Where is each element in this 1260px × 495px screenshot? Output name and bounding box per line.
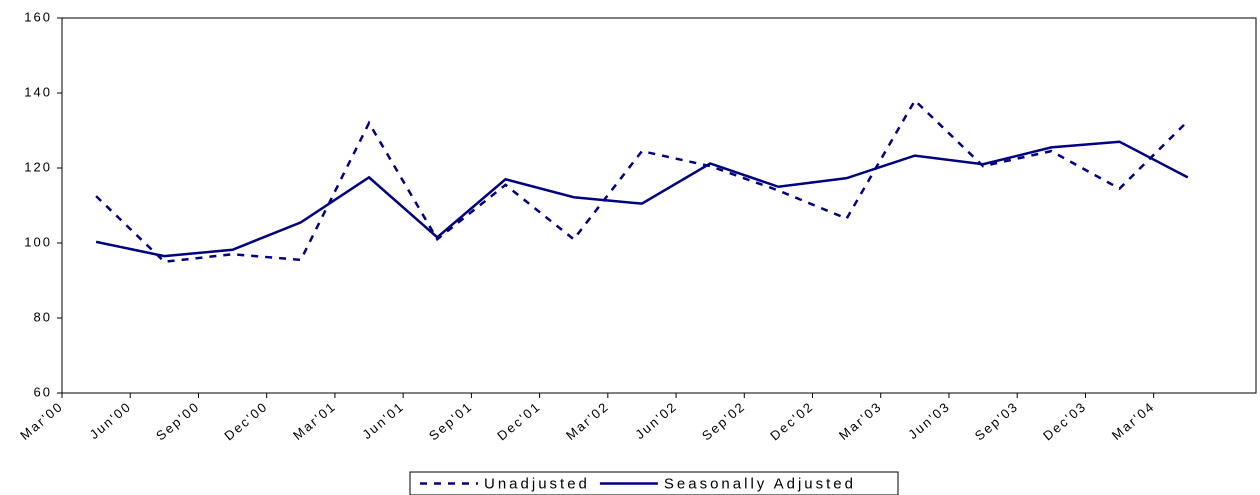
x-tick-label: Jun'03 (905, 398, 953, 442)
y-tick-label: 160 (24, 9, 52, 24)
x-tick-label: Mar'02 (563, 398, 612, 442)
plot-area (61, 17, 1257, 394)
x-tick-label: Dec'00 (221, 398, 271, 443)
y-tick-label: 60 (34, 384, 52, 399)
legend: Unadjusted Seasonally Adjusted (409, 471, 899, 495)
x-tick-label: Sep'02 (699, 398, 749, 443)
x-tick-label: Sep'03 (972, 398, 1022, 443)
x-tick-label: Dec'02 (767, 398, 817, 443)
x-tick-label: Dec'01 (494, 398, 544, 443)
x-tick-label: Mar'04 (1109, 398, 1158, 442)
y-tick-label: 100 (24, 234, 52, 249)
x-tick-label: Dec'03 (1040, 398, 1090, 443)
legend-label: Seasonally Adjusted (664, 475, 856, 492)
y-tick-label: 120 (24, 159, 52, 174)
x-tick-label: Jun'01 (359, 398, 407, 442)
x-tick-label: Mar'03 (836, 398, 885, 442)
x-tick-label: Sep'00 (153, 398, 203, 443)
x-tick-label: Mar'01 (290, 398, 339, 442)
legend-label: Unadjusted (484, 475, 590, 492)
y-tick-label: 140 (24, 84, 52, 99)
series-line (95, 98, 1189, 264)
x-tick-label: Mar'00 (17, 398, 66, 442)
y-tick-label: 80 (34, 309, 52, 324)
x-tick-label: Jun'02 (632, 398, 680, 442)
x-tick-label: Jun'00 (86, 398, 134, 442)
series-line (95, 140, 1189, 258)
x-tick-label: Sep'01 (426, 398, 476, 443)
